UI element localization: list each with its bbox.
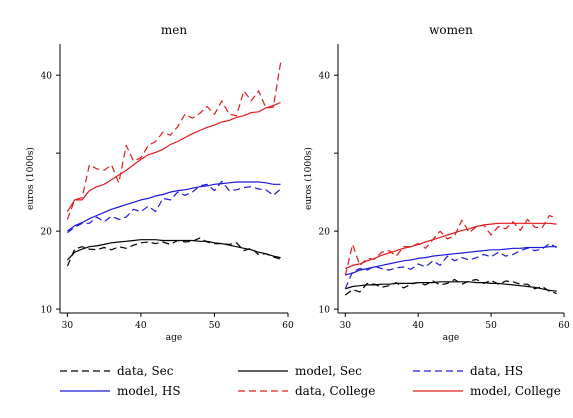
legend-label: data, College <box>295 384 375 398</box>
legend-label: model, Sec <box>295 364 362 378</box>
legend-label: data, HS <box>470 364 523 378</box>
x-tick-label: 50 <box>485 321 497 331</box>
x-tick-label: 40 <box>135 321 147 331</box>
y-tick-label: 10 <box>319 306 331 316</box>
legend-item: data, Sec <box>60 364 174 378</box>
series-line-model-hs <box>67 181 281 232</box>
legend-item: data, HS <box>413 364 523 378</box>
panel-title: men <box>161 23 187 37</box>
series-line-data-hs <box>344 243 557 290</box>
y-tick-label: 10 <box>41 306 53 316</box>
legend-label: model, College <box>470 384 561 398</box>
series-line-model-hs <box>345 246 557 276</box>
x-tick-label: 60 <box>558 321 570 331</box>
x-tick-label: 60 <box>282 321 294 331</box>
legend-item: model, Sec <box>238 364 362 378</box>
series-line-data-college <box>66 62 282 220</box>
y-axis-label: euros (1000s) <box>25 147 36 210</box>
series-line-model-sec <box>345 281 557 292</box>
panel-men: men 10 20 40 euros (1000s) 30 40 50 60 age <box>25 23 294 343</box>
x-tick-label: 40 <box>412 321 424 331</box>
series-line-data-college <box>344 214 557 276</box>
y-tick-label: 40 <box>319 72 331 82</box>
x-tick-label: 30 <box>62 321 74 331</box>
legend-label: data, Sec <box>117 364 174 378</box>
y-tick-label: 20 <box>41 228 53 238</box>
series-line-data-hs <box>67 180 281 234</box>
x-axis-label: age <box>443 333 459 343</box>
panel-women: women 10 20 40 euros (1000s) 30 40 50 60 age <box>303 23 570 343</box>
x-axis-label: age <box>166 333 182 343</box>
legend-item: model, HS <box>60 384 181 398</box>
y-tick-label: 20 <box>319 228 331 238</box>
legend-item: data, College <box>238 384 375 398</box>
series-line-data-sec <box>66 237 281 267</box>
legend-label: model, HS <box>117 384 181 398</box>
x-tick-label: 50 <box>209 321 221 331</box>
legend-item: model, College <box>413 384 561 398</box>
series-line-model-college <box>66 101 281 212</box>
series-line-model-sec <box>66 239 281 261</box>
y-tick-label: 40 <box>41 72 53 82</box>
x-tick-label: 30 <box>340 321 352 331</box>
series-line-model-college <box>345 222 557 270</box>
y-axis-label: euros (1000s) <box>303 147 314 210</box>
panel-title: women <box>429 23 473 37</box>
